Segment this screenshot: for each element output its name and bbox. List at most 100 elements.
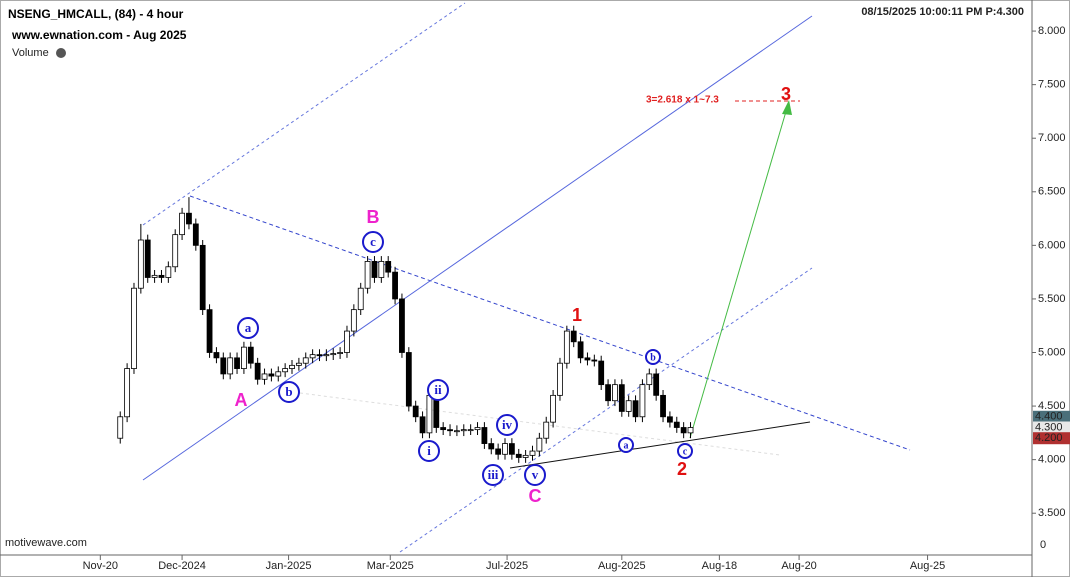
wave-circle (645, 349, 661, 365)
candle-body (543, 421, 550, 439)
wave-label: 3 (781, 84, 791, 104)
x-tick-label: Jan-2025 (266, 560, 312, 572)
wave-label: 1 (572, 305, 582, 325)
candle-body (447, 429, 453, 432)
chart-title: NSENG_HMCALL, (84) - 4 hour (8, 7, 184, 21)
x-tick-label: Dec-2024 (158, 560, 206, 572)
candle-body (632, 400, 639, 418)
subtitle: www.ewnation.com - Aug 2025 (11, 28, 187, 42)
candle-body (522, 454, 529, 458)
candle-body (165, 266, 172, 278)
candle-body (399, 298, 405, 353)
candle-body (344, 330, 350, 353)
candle-body (467, 429, 474, 432)
candle-body (495, 448, 502, 455)
wave-circle-label: iii (488, 467, 499, 482)
candle-body (385, 261, 392, 273)
candle-body (639, 384, 646, 418)
candle-body (577, 341, 584, 359)
y-tick-label: 7.500 (1038, 79, 1066, 91)
wave-circle-label: a (624, 440, 629, 451)
x-tick-label: Jul-2025 (486, 560, 528, 572)
wave-circle (237, 317, 259, 339)
price-marker-label: 4.400 (1035, 411, 1063, 423)
x-tick-label: Aug-2025 (598, 560, 646, 572)
wave-circle (427, 379, 449, 401)
candle-body (426, 394, 433, 434)
y-tick-label: 4.500 (1038, 400, 1066, 412)
candle-body (302, 357, 309, 364)
candle-body (330, 353, 337, 356)
candle-body (124, 368, 131, 418)
wave-circle-label: c (370, 234, 376, 249)
wave-label: B (367, 207, 380, 227)
candle-body (192, 223, 199, 246)
candle-body (206, 309, 213, 353)
y-tick-label: 5.500 (1038, 293, 1066, 305)
candle-body (117, 416, 124, 439)
support-line (509, 421, 811, 469)
candle-body (612, 384, 618, 402)
wave-circle (524, 464, 546, 486)
wave-label: A (235, 390, 248, 410)
candle-body (227, 357, 234, 375)
wave-circle (362, 231, 384, 253)
wave-label: 2 (677, 459, 687, 479)
candle-body (323, 354, 330, 357)
candle-body (316, 354, 323, 357)
candle-body (295, 362, 302, 366)
candle-body (412, 405, 419, 418)
candle-body (186, 212, 192, 225)
candle-body (199, 244, 206, 311)
candle-body (570, 330, 577, 343)
wave-label: C (529, 486, 542, 506)
y-tick-label: 4.000 (1038, 454, 1066, 466)
candle-body (172, 234, 179, 268)
wave-circle-label: b (285, 384, 292, 399)
channel-line (142, 2, 466, 226)
arrow-head (782, 100, 792, 115)
wave-circle (618, 437, 634, 453)
candle-body (137, 239, 144, 289)
candle-body (405, 352, 412, 407)
candle-body (275, 371, 282, 377)
candle-body (254, 362, 261, 380)
candle-body (667, 416, 673, 423)
candle-body (618, 384, 625, 412)
channel-line (399, 267, 813, 553)
candle-body (337, 352, 344, 354)
x-tick-label: Aug-20 (781, 560, 816, 572)
y-tick-label: 6.500 (1038, 186, 1066, 198)
x-tick-label: Aug-25 (910, 560, 945, 572)
channel-line (142, 15, 813, 481)
settings-icon[interactable] (56, 48, 66, 58)
y-tick-label: 7.000 (1038, 132, 1066, 144)
wave-circle-label: i (427, 443, 431, 458)
candle-body (460, 429, 467, 432)
candle-body (241, 346, 247, 369)
candle-body (673, 421, 680, 428)
candle-body (419, 416, 426, 434)
candle-body (598, 360, 605, 386)
wave-circle-label: b (650, 352, 656, 363)
x-tick-label: Mar-2025 (367, 560, 414, 572)
candle-body (144, 239, 151, 278)
candle-body (646, 373, 653, 386)
price-marker (1033, 421, 1070, 434)
wave-circle-label: iv (502, 417, 513, 432)
candle-body (350, 309, 357, 332)
wave-circle-label: ii (434, 382, 442, 397)
wave-circle (482, 464, 504, 486)
candle-body (529, 450, 536, 456)
candle-body (364, 261, 371, 289)
price-marker-label: 4.300 (1035, 421, 1063, 433)
faint-line (299, 392, 781, 456)
source: motivewave.com (5, 537, 87, 549)
candle-body (660, 394, 666, 418)
candle-body (454, 430, 460, 433)
candle-body (605, 384, 611, 402)
candle-body (687, 427, 694, 434)
price-marker-label: 4.200 (1035, 432, 1063, 444)
candle-body (680, 427, 687, 434)
candle-body (474, 427, 481, 431)
